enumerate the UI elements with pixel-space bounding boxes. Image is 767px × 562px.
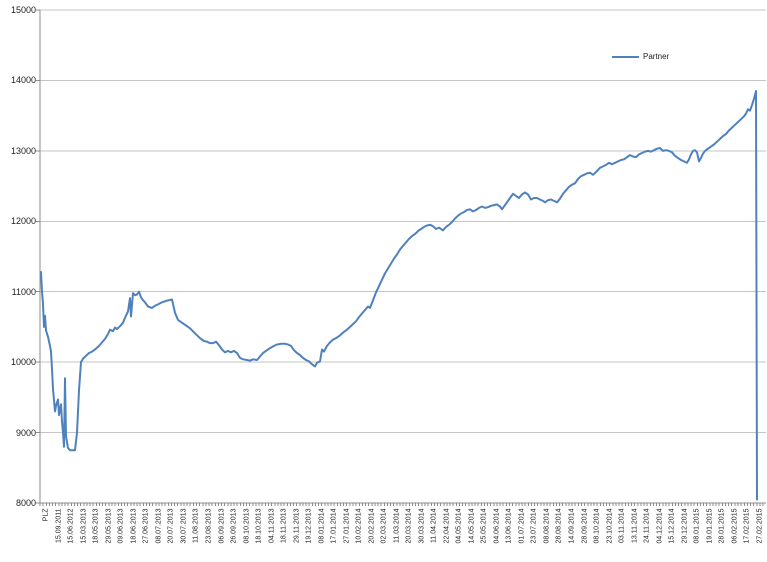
- x-axis-label: 27.06.2013: [142, 508, 150, 544]
- x-axis-label: 22.04.2014: [443, 508, 451, 544]
- x-axis-label: PLZ: [42, 508, 50, 522]
- x-axis-label: 30.03.2014: [418, 508, 426, 544]
- x-axis-label: 03.11.2014: [618, 508, 626, 544]
- x-axis-label: 13.06.2014: [505, 508, 513, 544]
- x-axis-label: 19.01.2015: [706, 508, 714, 544]
- x-axis-label: 28.08.2014: [555, 508, 563, 544]
- x-axis-label: 29.11.2013: [293, 508, 301, 544]
- x-axis-label: 08.08.2014: [543, 508, 551, 544]
- x-axis-label: 15.06.2012: [67, 508, 75, 544]
- x-axis-label: 29.05.2013: [105, 508, 113, 544]
- x-axis-label: 08.01.2014: [318, 508, 326, 544]
- x-axis-label: 04.05.2014: [455, 508, 463, 544]
- x-axis-label: 15.03.2013: [80, 508, 88, 544]
- x-axis-label: 17.01.2014: [330, 508, 338, 544]
- x-axis-label: 13.11.2014: [631, 508, 639, 544]
- x-axis-label: 02.03.2014: [380, 508, 388, 544]
- x-axis-label: 27.02.2015: [756, 508, 764, 544]
- legend-series-label: Partner: [643, 52, 670, 61]
- y-axis-label: 12000: [10, 216, 36, 227]
- y-axis-label: 9000: [15, 427, 36, 438]
- y-axis-label: 14000: [10, 75, 36, 86]
- x-axis-label: 04.11.2013: [268, 508, 276, 544]
- x-axis-label: 08.10.2014: [593, 508, 601, 544]
- x-axis-label: 04.06.2014: [493, 508, 501, 544]
- x-axis-label: 08.10.2013: [243, 508, 251, 544]
- x-axis-label: 06.02.2015: [731, 508, 739, 544]
- x-axis-label: 18.11.2013: [280, 508, 288, 544]
- x-axis-label: 18.05.2013: [92, 508, 100, 544]
- x-axis-label: 18.10.2013: [255, 508, 263, 544]
- x-axis-label: 24.11.2014: [643, 508, 651, 544]
- x-axis-label: 06.09.2013: [218, 508, 225, 544]
- x-axis-label: 28.01.2015: [718, 508, 726, 544]
- y-axis-label: 15000: [10, 5, 36, 15]
- x-axis-label: 08.07.2013: [155, 508, 163, 544]
- x-axis-label: 10.02.2014: [355, 508, 363, 544]
- x-axis-label: 11.03.2014: [393, 508, 401, 544]
- x-axis-label: 09.06.2013: [117, 508, 125, 544]
- x-axis-label: 30.07.2013: [180, 508, 188, 544]
- x-axis-label: 27.01.2014: [343, 508, 351, 544]
- y-axis-label: 11000: [11, 286, 36, 297]
- x-axis-label: 14.05.2014: [468, 508, 476, 544]
- x-axis-label: 19.12.2013: [305, 508, 313, 544]
- legend-line-swatch: [612, 55, 639, 58]
- x-axis-label: 17.02.2015: [743, 508, 751, 544]
- x-axis-label: 20.07.2013: [167, 508, 175, 544]
- x-axis-label: 01.07.2014: [518, 508, 526, 544]
- x-axis-label: 11.04.2014: [430, 508, 438, 544]
- y-axis-label: 8000: [15, 498, 36, 508]
- x-axis-label: 20.02.2014: [368, 508, 376, 544]
- x-axis-label: 15.09.2011: [55, 508, 63, 544]
- series-line-partner[interactable]: [40, 90, 758, 501]
- x-axis-label: 15.12.2014: [668, 508, 676, 544]
- x-axis-label: 08.01.2015: [693, 508, 701, 544]
- x-axis-label: 26.09.2013: [230, 508, 238, 544]
- x-axis-label: 28.09.2014: [581, 508, 588, 544]
- x-axis-label: 11.08.2013: [192, 508, 200, 544]
- y-axis-label: 10000: [10, 357, 36, 368]
- x-axis-label: 23.10.2014: [606, 508, 614, 544]
- x-axis-label: 14.09.2014: [568, 508, 576, 544]
- legend[interactable]: Partner: [612, 52, 669, 61]
- y-axis-label: 13000: [10, 145, 36, 156]
- x-axis-label: 23.08.2013: [205, 508, 213, 544]
- x-axis-label: 04.12.2014: [656, 508, 664, 544]
- x-axis-label: 29.12.2014: [681, 508, 689, 544]
- x-axis-label: 25.05.2014: [480, 508, 488, 544]
- x-axis-label: 20.03.2014: [405, 508, 413, 544]
- x-axis-label: 23.07.2014: [530, 508, 538, 544]
- x-axis-label: 18.06.2013: [130, 508, 138, 544]
